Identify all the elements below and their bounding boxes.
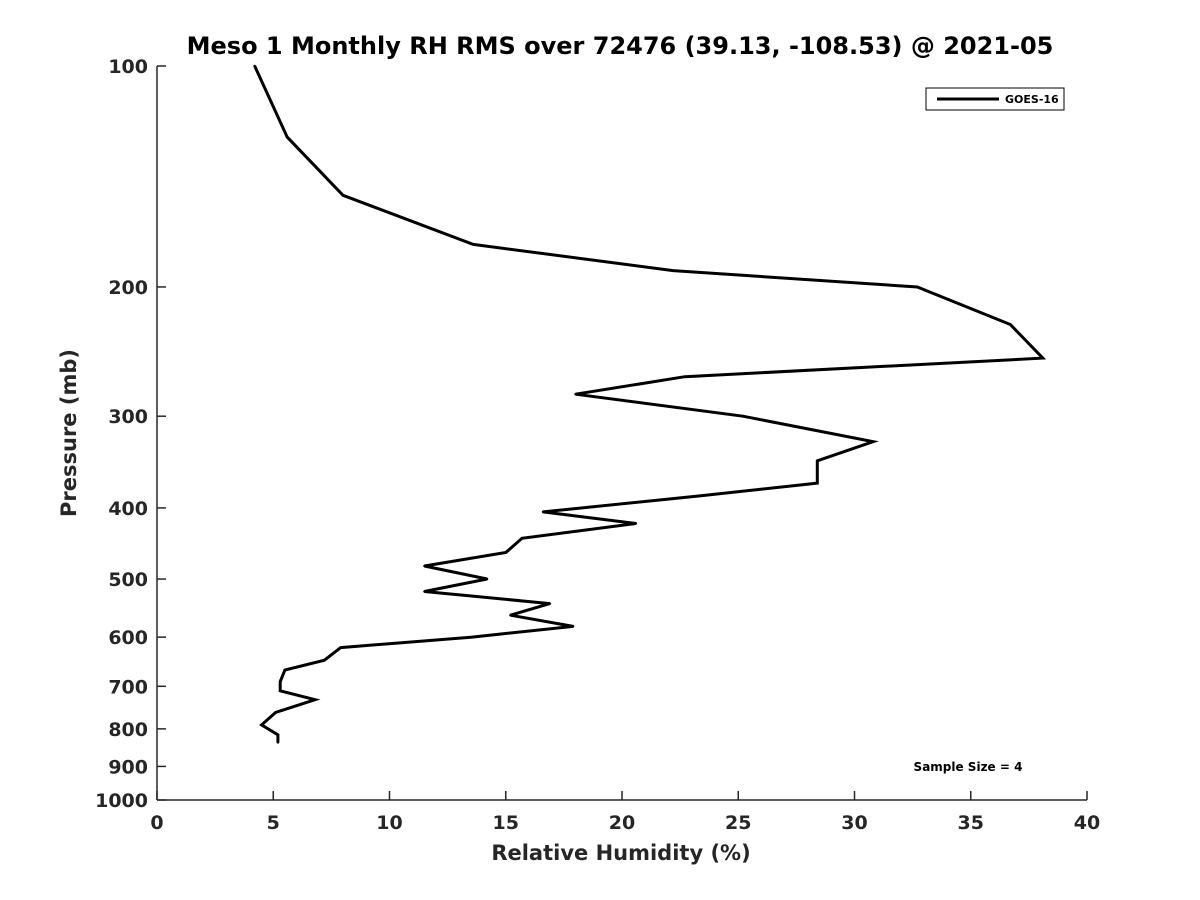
data-point (634, 522, 638, 525)
data-point (472, 243, 475, 246)
data-point (916, 285, 919, 289)
data-point (341, 194, 345, 197)
y-axis-ticks: 100 200 300 400 500 600 700 800 900 1000 (95, 56, 166, 812)
y-tick-label: 800 (108, 719, 148, 741)
y-tick-label: 1000 (95, 790, 148, 812)
data-point (260, 723, 263, 727)
data-point (571, 625, 575, 628)
y-tick-label: 500 (108, 569, 148, 591)
data-point (423, 590, 426, 593)
y-tick-label: 700 (108, 676, 148, 698)
data-point (423, 564, 426, 568)
x-tick-label: 5 (267, 812, 280, 834)
chart-title: Meso 1 Monthly RH RMS over 72476 (39.13,… (187, 32, 1054, 60)
legend-label-goes-16: GOES-16 (1005, 93, 1059, 106)
x-tick-label: 30 (841, 812, 867, 834)
x-tick-label: 15 (493, 812, 519, 834)
series-points (253, 64, 1045, 744)
x-axis-label: Relative Humidity (%) (491, 841, 750, 865)
sample-size-annotation: Sample Size = 4 (914, 760, 1023, 774)
y-tick-label: 300 (108, 406, 148, 428)
series-line-goes-16 (253, 65, 1047, 743)
x-tick-label: 10 (376, 812, 402, 834)
legend: GOES-16 (925, 87, 1065, 111)
y-tick-label: 200 (108, 277, 148, 299)
data-point (548, 602, 552, 605)
data-point (520, 537, 524, 540)
data-point (816, 481, 819, 485)
data-point (286, 135, 289, 139)
data-point (323, 659, 326, 662)
data-point (274, 711, 277, 714)
data-point (871, 440, 875, 443)
data-point (276, 733, 280, 736)
data-point (339, 646, 342, 649)
data-point (671, 269, 675, 272)
y-tick-label: 400 (108, 498, 148, 520)
data-point (469, 635, 473, 639)
data-point (279, 680, 282, 683)
x-tick-label: 0 (150, 812, 163, 834)
data-point (699, 494, 703, 497)
x-tick-label: 20 (609, 812, 635, 834)
data-point (276, 741, 280, 744)
x-tick-label: 35 (958, 812, 984, 834)
data-point (283, 668, 287, 672)
data-point (741, 415, 745, 418)
data-point (279, 689, 282, 693)
x-tick-label: 40 (1074, 812, 1100, 834)
y-axis-label: Pressure (mb) (57, 349, 81, 517)
y-tick-label: 900 (108, 756, 148, 778)
y-tick-label: 100 (108, 56, 148, 78)
data-point (313, 698, 317, 701)
data-point (253, 64, 256, 68)
y-tick-label: 600 (108, 627, 148, 649)
data-point (1041, 356, 1045, 360)
x-tick-label: 25 (725, 812, 751, 834)
data-point (509, 613, 512, 617)
data-point (541, 510, 545, 514)
data-point (485, 577, 489, 581)
x-axis-ticks: 0 5 10 15 20 25 30 35 40 (150, 791, 1100, 834)
data-point (1009, 323, 1012, 326)
data-point (574, 393, 577, 396)
data-point (504, 551, 507, 554)
data-point (683, 375, 686, 378)
data-point (816, 459, 819, 462)
